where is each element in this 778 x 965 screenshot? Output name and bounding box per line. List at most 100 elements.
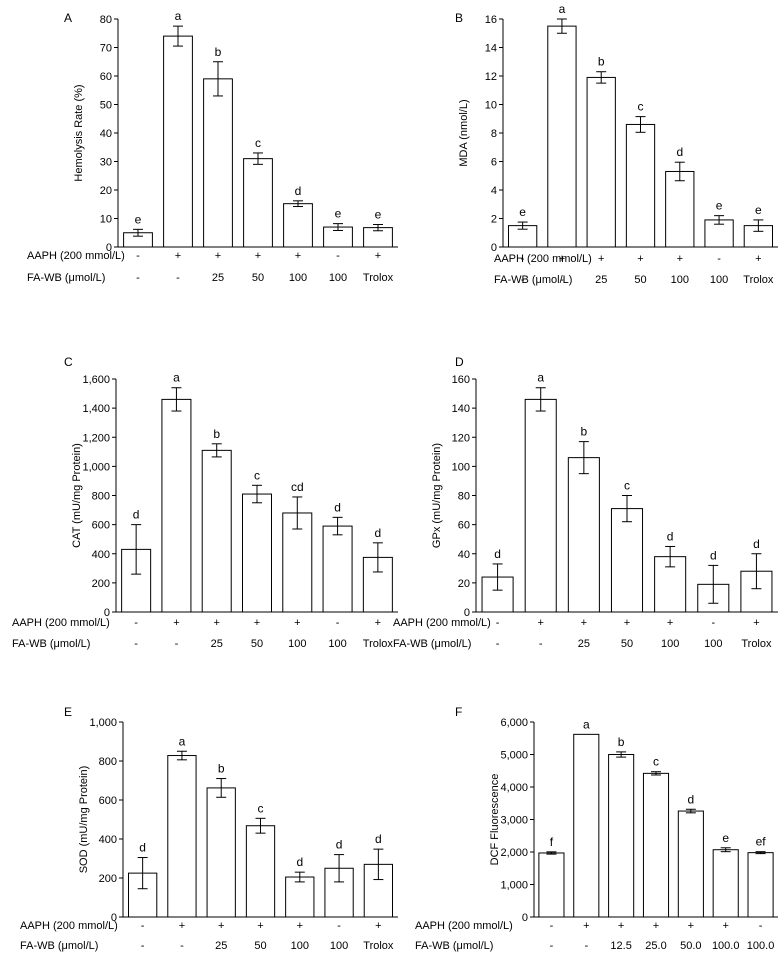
significance-label: a	[179, 734, 186, 748]
treatment-cell: +	[581, 617, 587, 629]
y-tick-label: 1,000	[82, 461, 110, 473]
treatment-cell: 100	[289, 272, 307, 284]
treatment-cell: +	[753, 617, 759, 629]
panel-letter: E	[64, 705, 72, 719]
treatment-cell: 100	[710, 274, 728, 286]
y-tick-label: 6	[491, 157, 497, 169]
y-tick-label: 0	[111, 912, 117, 924]
treatment-cell: +	[218, 920, 224, 932]
significance-label: c	[258, 801, 264, 815]
bar	[285, 876, 315, 918]
y-tick-label: 100	[452, 461, 470, 473]
bar	[567, 457, 600, 613]
panel-b: B 0 2 4 6 8 10 12 14 16 MDA (nmol/L) e a b c d e e AAPH (2…	[455, 2, 778, 286]
treatment-cell: -	[337, 920, 341, 932]
y-tick-label: 60	[100, 71, 112, 83]
bar	[586, 76, 616, 248]
significance-label: d	[676, 145, 683, 159]
y-tick-label: 16	[485, 14, 497, 26]
significance-label: d	[139, 841, 146, 855]
treatment-cell: 100	[328, 638, 346, 650]
panel-d: D 0 20 40 60 80 100 120 140 160 GPx (mU/mg Protein…	[393, 355, 778, 650]
bar	[712, 849, 739, 918]
treatment-row-label: AAPH (200 mmol/L)	[27, 250, 125, 262]
y-tick-label: 20	[458, 578, 470, 590]
treatment-cell: 100	[329, 272, 347, 284]
significance-label: d	[133, 508, 140, 522]
treatment-cell: 25	[211, 638, 223, 650]
treatment-cell: +	[375, 617, 381, 629]
treatment-cell: 12.5	[610, 940, 631, 952]
significance-label: b	[618, 735, 625, 749]
treatment-cell: -	[711, 617, 715, 629]
y-tick-label: 8	[491, 128, 497, 140]
treatment-cell: -	[560, 274, 564, 286]
y-tick-label: 80	[100, 14, 112, 26]
treatment-cell: 100.0	[712, 940, 740, 952]
y-axis-title: GPx (mU/mg Protein)	[431, 443, 443, 548]
y-tick-label: 10	[100, 214, 112, 226]
significance-label: e	[335, 207, 342, 221]
treatment-cell: +	[537, 617, 543, 629]
treatment-cell: -	[550, 920, 554, 932]
y-tick-label: 400	[92, 549, 110, 561]
treatment-row-label: FA-WB (μmol/L)	[12, 638, 90, 650]
treatment-cell: 50	[634, 274, 646, 286]
treatment-cell: -	[141, 940, 145, 952]
treatment-cell: 50	[254, 940, 266, 952]
treatment-cell: 100	[330, 940, 348, 952]
y-tick-label: 40	[458, 549, 470, 561]
treatment-row-label: AAPH (200 mmol/L)	[12, 617, 110, 629]
treatment-cell: -	[539, 638, 543, 650]
treatment-cell: +	[255, 250, 261, 262]
treatment-cell: +	[722, 920, 728, 932]
bar	[322, 525, 353, 613]
y-tick-label: 12	[485, 71, 497, 83]
treatment-cell: 100	[661, 638, 679, 650]
bar	[642, 772, 670, 918]
treatment-cell: -	[584, 940, 588, 952]
y-tick-label: 5,000	[500, 750, 528, 762]
y-tick-label: 0	[104, 607, 110, 619]
treatment-cell: +	[215, 250, 221, 262]
significance-label: e	[135, 212, 142, 226]
bar	[665, 170, 695, 248]
treatment-cell: +	[175, 250, 181, 262]
y-tick-label: 140	[452, 403, 470, 415]
significance-label: d	[753, 537, 760, 551]
treatment-cell: +	[297, 920, 303, 932]
y-tick-label: 14	[485, 43, 497, 55]
y-axis-title: DCF Fluorescence	[489, 774, 501, 866]
treatment-cell: +	[173, 617, 179, 629]
bar	[547, 25, 577, 248]
y-tick-label: 1,600	[82, 374, 110, 386]
bar	[608, 754, 635, 918]
significance-label: e	[519, 205, 526, 219]
treatment-cell: 50	[251, 638, 263, 650]
significance-label: ef	[756, 835, 767, 849]
treatment-cell: 100	[671, 274, 689, 286]
treatment-cell: +	[213, 617, 219, 629]
bar	[161, 398, 192, 613]
treatment-cell: +	[254, 617, 260, 629]
treatment-cell: -	[336, 250, 340, 262]
treatment-cell: +	[677, 253, 683, 265]
bar	[206, 787, 236, 918]
treatment-cell: 25.0	[645, 940, 666, 952]
significance-label: c	[653, 755, 659, 769]
treatment-cell: Trolox	[363, 940, 394, 952]
y-tick-label: 30	[100, 157, 112, 169]
treatment-cell: -	[496, 638, 500, 650]
treatment-row-label: FA-WB (μmol/L)	[415, 940, 493, 952]
y-tick-label: 1,400	[82, 403, 110, 415]
treatment-row-label: AAPH (200 mmol/L)	[494, 253, 592, 265]
y-tick-label: 4,000	[500, 782, 528, 794]
significance-label: d	[334, 500, 341, 514]
significance-label: e	[722, 831, 729, 845]
treatment-cell: +	[688, 920, 694, 932]
y-tick-label: 0	[522, 912, 528, 924]
significance-label: e	[716, 199, 723, 213]
treatment-cell: Trolox	[363, 638, 394, 650]
y-tick-label: 200	[92, 578, 110, 590]
